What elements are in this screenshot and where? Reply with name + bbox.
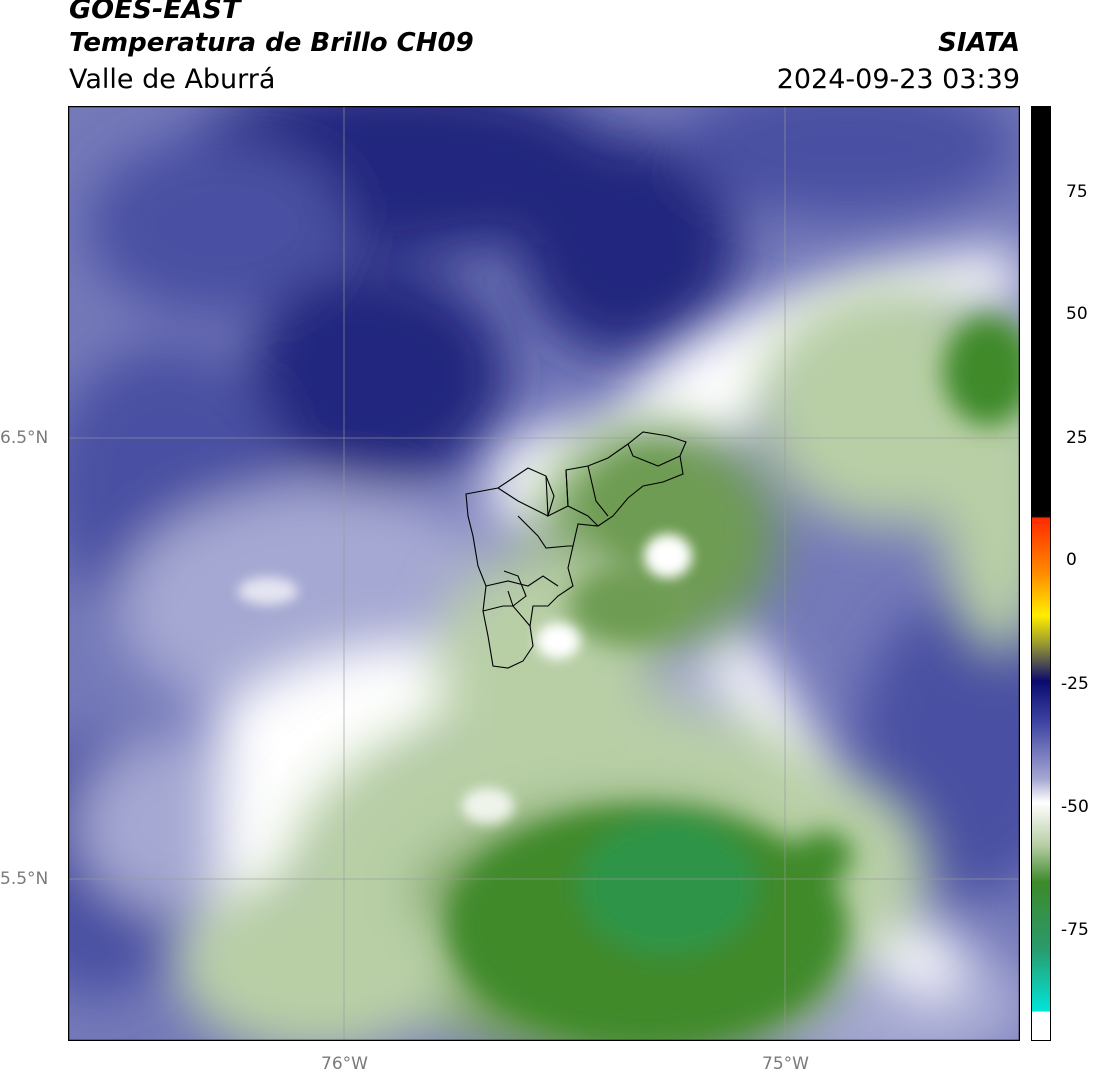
map-frame [68,106,1020,1041]
graticule [68,106,1020,1041]
colorbar-tick-minus-25: -25 [1061,674,1089,694]
colorbar [1031,106,1051,1041]
brightness-temperature-map[interactable] [68,106,1020,1041]
colorbar-tick-25: 25 [1066,428,1088,448]
product-title: Temperatura de Brillo CH09 [69,28,474,58]
colorbar-tick-minus-50: -50 [1061,797,1089,817]
vegetation-core [448,316,1020,1041]
colorbar-tick-minus-75: -75 [1061,920,1089,940]
datetime-label: 2024-09-23 03:39 [776,64,1020,95]
aburra-valley-boundaries [465,431,687,669]
colorbar-tick-75: 75 [1066,182,1088,202]
detail-spots [238,534,692,824]
colorbar-tick-50: 50 [1066,304,1088,324]
lon-label-75: 75°W [762,1054,809,1074]
colorbar-tick-0: 0 [1066,550,1077,570]
lat-label-5-5: 5.5°N [0,869,49,889]
lat-label-6-5: 6.5°N [0,428,49,448]
region-title: Valle de Aburrá [69,64,276,95]
lon-label-76: 76°W [321,1054,368,1074]
satellite-title: GOES-EAST [69,0,241,25]
organization-label: SIATA [938,28,1020,58]
